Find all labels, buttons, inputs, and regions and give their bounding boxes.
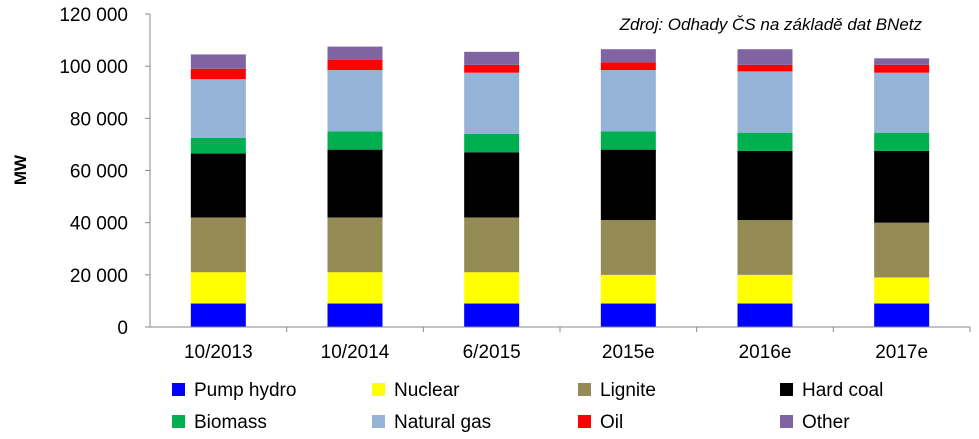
legend-swatch	[372, 415, 385, 428]
legend-item: Hard coal	[780, 380, 883, 401]
bar-segment-natural-gas	[190, 79, 246, 138]
y-tick-label: 80 000	[70, 109, 128, 130]
legend-item: Pump hydro	[172, 380, 296, 401]
legend-label: Biomass	[194, 412, 267, 433]
bar-segment-lignite	[464, 217, 520, 273]
bar-segment-pump-hydro	[874, 303, 930, 327]
bar-stack	[600, 49, 656, 327]
legend-label: Pump hydro	[194, 380, 296, 401]
bar-segment-other	[327, 46, 383, 60]
y-axis-title: MW	[11, 154, 30, 185]
bar-segment-other	[874, 58, 930, 65]
bar-segment-oil	[464, 64, 520, 73]
bar-segment-hard-coal	[190, 153, 246, 218]
bar-segment-nuclear	[874, 277, 930, 304]
bar-segment-biomass	[464, 133, 520, 153]
bar-segment-lignite	[600, 220, 656, 275]
bar-segment-nuclear	[327, 272, 383, 304]
y-tick-label: 40 000	[70, 214, 128, 235]
x-tick-label: 2015e	[602, 342, 655, 363]
x-tick-label: 10/2013	[184, 342, 253, 363]
bar-stack	[464, 51, 520, 327]
bar-segment-biomass	[600, 131, 656, 150]
bar-segment-hard-coal	[327, 149, 383, 218]
bar-stack	[737, 49, 793, 327]
bar-segment-nuclear	[600, 274, 656, 304]
legend-item: Biomass	[172, 412, 267, 433]
y-tick-label: 0	[117, 318, 128, 339]
y-tick-label: 120 000	[59, 5, 128, 26]
legend-swatch	[578, 415, 591, 428]
bar-segment-other	[464, 51, 520, 65]
bar-segment-hard-coal	[874, 150, 930, 223]
legend-item: Other	[780, 412, 850, 433]
x-tick-label: 2017e	[875, 342, 928, 363]
bar-segment-hard-coal	[737, 150, 793, 221]
bar-segment-pump-hydro	[600, 303, 656, 327]
x-tick-label: 6/2015	[463, 342, 521, 363]
bar-segment-other	[737, 49, 793, 65]
y-tick-label: 60 000	[70, 162, 128, 183]
bar-segment-natural-gas	[327, 70, 383, 132]
x-tick-label: 10/2014	[321, 342, 390, 363]
legend-swatch	[172, 415, 185, 428]
legend-item: Oil	[578, 412, 623, 433]
bar-segment-pump-hydro	[190, 303, 246, 327]
legend-item: Nuclear	[372, 380, 460, 401]
bar-segment-oil	[737, 64, 793, 72]
bar-stack	[190, 54, 246, 327]
bar-segment-biomass	[737, 132, 793, 151]
bar-segment-oil	[600, 62, 656, 71]
x-tick-label: 2016e	[739, 342, 792, 363]
y-tick-label: 100 000	[59, 57, 128, 78]
legend-label: Natural gas	[394, 412, 491, 433]
bar-segment-biomass	[874, 132, 930, 151]
legend-label: Nuclear	[394, 380, 460, 401]
bar-segment-nuclear	[190, 272, 246, 304]
source-note: Zdroj: Odhady ČS na základě dat BNetz	[619, 15, 923, 34]
legend-label: Other	[802, 412, 850, 433]
legend-item: Natural gas	[372, 412, 491, 433]
bar-segment-nuclear	[737, 274, 793, 304]
bar-segment-natural-gas	[874, 72, 930, 133]
legend-swatch	[780, 415, 793, 428]
bar-segment-other	[190, 54, 246, 69]
legend-label: Lignite	[600, 380, 656, 401]
legend: Pump hydro Nuclear Lignite Hard coal Biomass…	[172, 380, 883, 433]
legend-item: Lignite	[578, 380, 656, 401]
legend-swatch	[780, 383, 793, 396]
legend-swatch	[578, 383, 591, 396]
bar-segment-lignite	[327, 217, 383, 273]
bar-segment-biomass	[327, 131, 383, 150]
bar-segment-hard-coal	[464, 152, 520, 218]
bar-segment-other	[600, 49, 656, 63]
legend-label: Oil	[600, 412, 623, 433]
bar-segment-natural-gas	[464, 72, 520, 134]
bar-segment-pump-hydro	[464, 303, 520, 327]
bar-stack	[327, 46, 383, 327]
bar-segment-oil	[190, 68, 246, 80]
bar-segment-lignite	[190, 217, 246, 273]
bar-segment-hard-coal	[600, 149, 656, 221]
legend-swatch	[172, 383, 185, 396]
bar-segment-natural-gas	[737, 71, 793, 133]
legend-label: Hard coal	[802, 380, 883, 401]
bar-segment-nuclear	[464, 272, 520, 304]
bar-segment-pump-hydro	[327, 303, 383, 327]
bar-segment-oil	[874, 64, 930, 73]
plot-area	[190, 46, 930, 327]
x-axis: 10/2013 10/2014 6/2015 2015e 2016e 2017e	[150, 326, 971, 363]
bar-segment-lignite	[874, 222, 930, 278]
bar-segment-natural-gas	[600, 70, 656, 132]
bar-stack	[874, 58, 930, 327]
bar-segment-lignite	[737, 220, 793, 275]
bar-segment-pump-hydro	[737, 303, 793, 327]
legend-swatch	[372, 383, 385, 396]
y-axis: 0 20 000 40 000 60 000 80 000 100 000 120 000	[59, 5, 151, 339]
bar-segment-oil	[327, 59, 383, 71]
y-tick-label: 20 000	[70, 266, 128, 287]
bar-segment-biomass	[190, 137, 246, 154]
